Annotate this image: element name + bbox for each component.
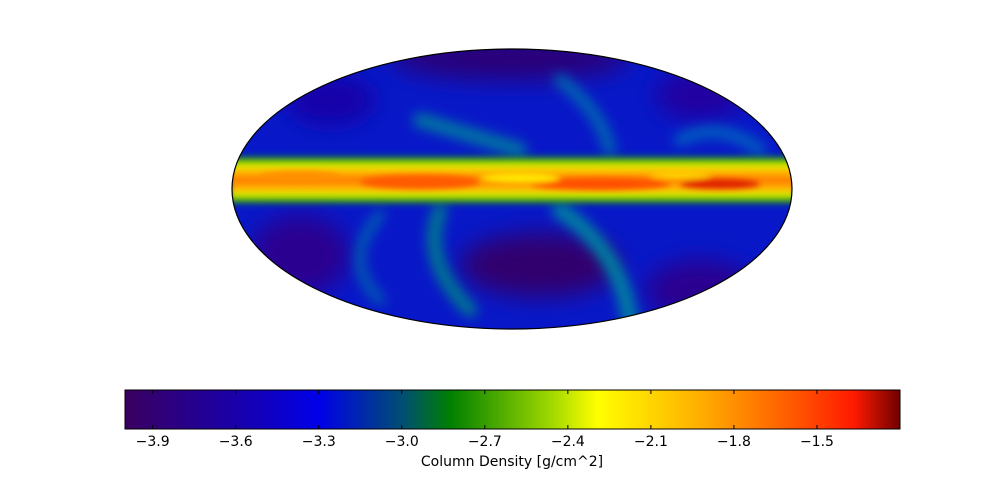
colorbar-label: Column Density [g/cm^2] — [421, 454, 603, 470]
colorbar-tick-label: −2.4 — [551, 434, 585, 450]
colorbar-tick-label: −3.0 — [385, 434, 419, 450]
colorbar-tick-label: −1.5 — [800, 434, 834, 450]
colorbar-tick-label: −3.6 — [219, 434, 253, 450]
colorbar: −3.9 −3.6 −3.3 −3.0 −2.7 −2.4 −2.1 −1.8 −1.5 Col… — [124, 389, 901, 470]
map-outline — [231, 48, 793, 330]
colorbar-tick-label: −1.8 — [717, 434, 751, 450]
colorbar-tick-label: −3.3 — [302, 434, 336, 450]
sky-map — [231, 48, 793, 330]
colorbar-tick-label: −2.7 — [468, 434, 502, 450]
colorbar-ticks: −3.9 −3.6 −3.3 −3.0 −2.7 −2.4 −2.1 −1.8 −1.5 — [136, 390, 834, 450]
colorbar-tick-label: −3.9 — [136, 434, 170, 450]
colorbar-gradient — [124, 389, 901, 430]
galactic-plane — [232, 154, 792, 206]
colorbar-tick-label: −2.1 — [634, 434, 668, 450]
filaments — [355, 74, 766, 328]
